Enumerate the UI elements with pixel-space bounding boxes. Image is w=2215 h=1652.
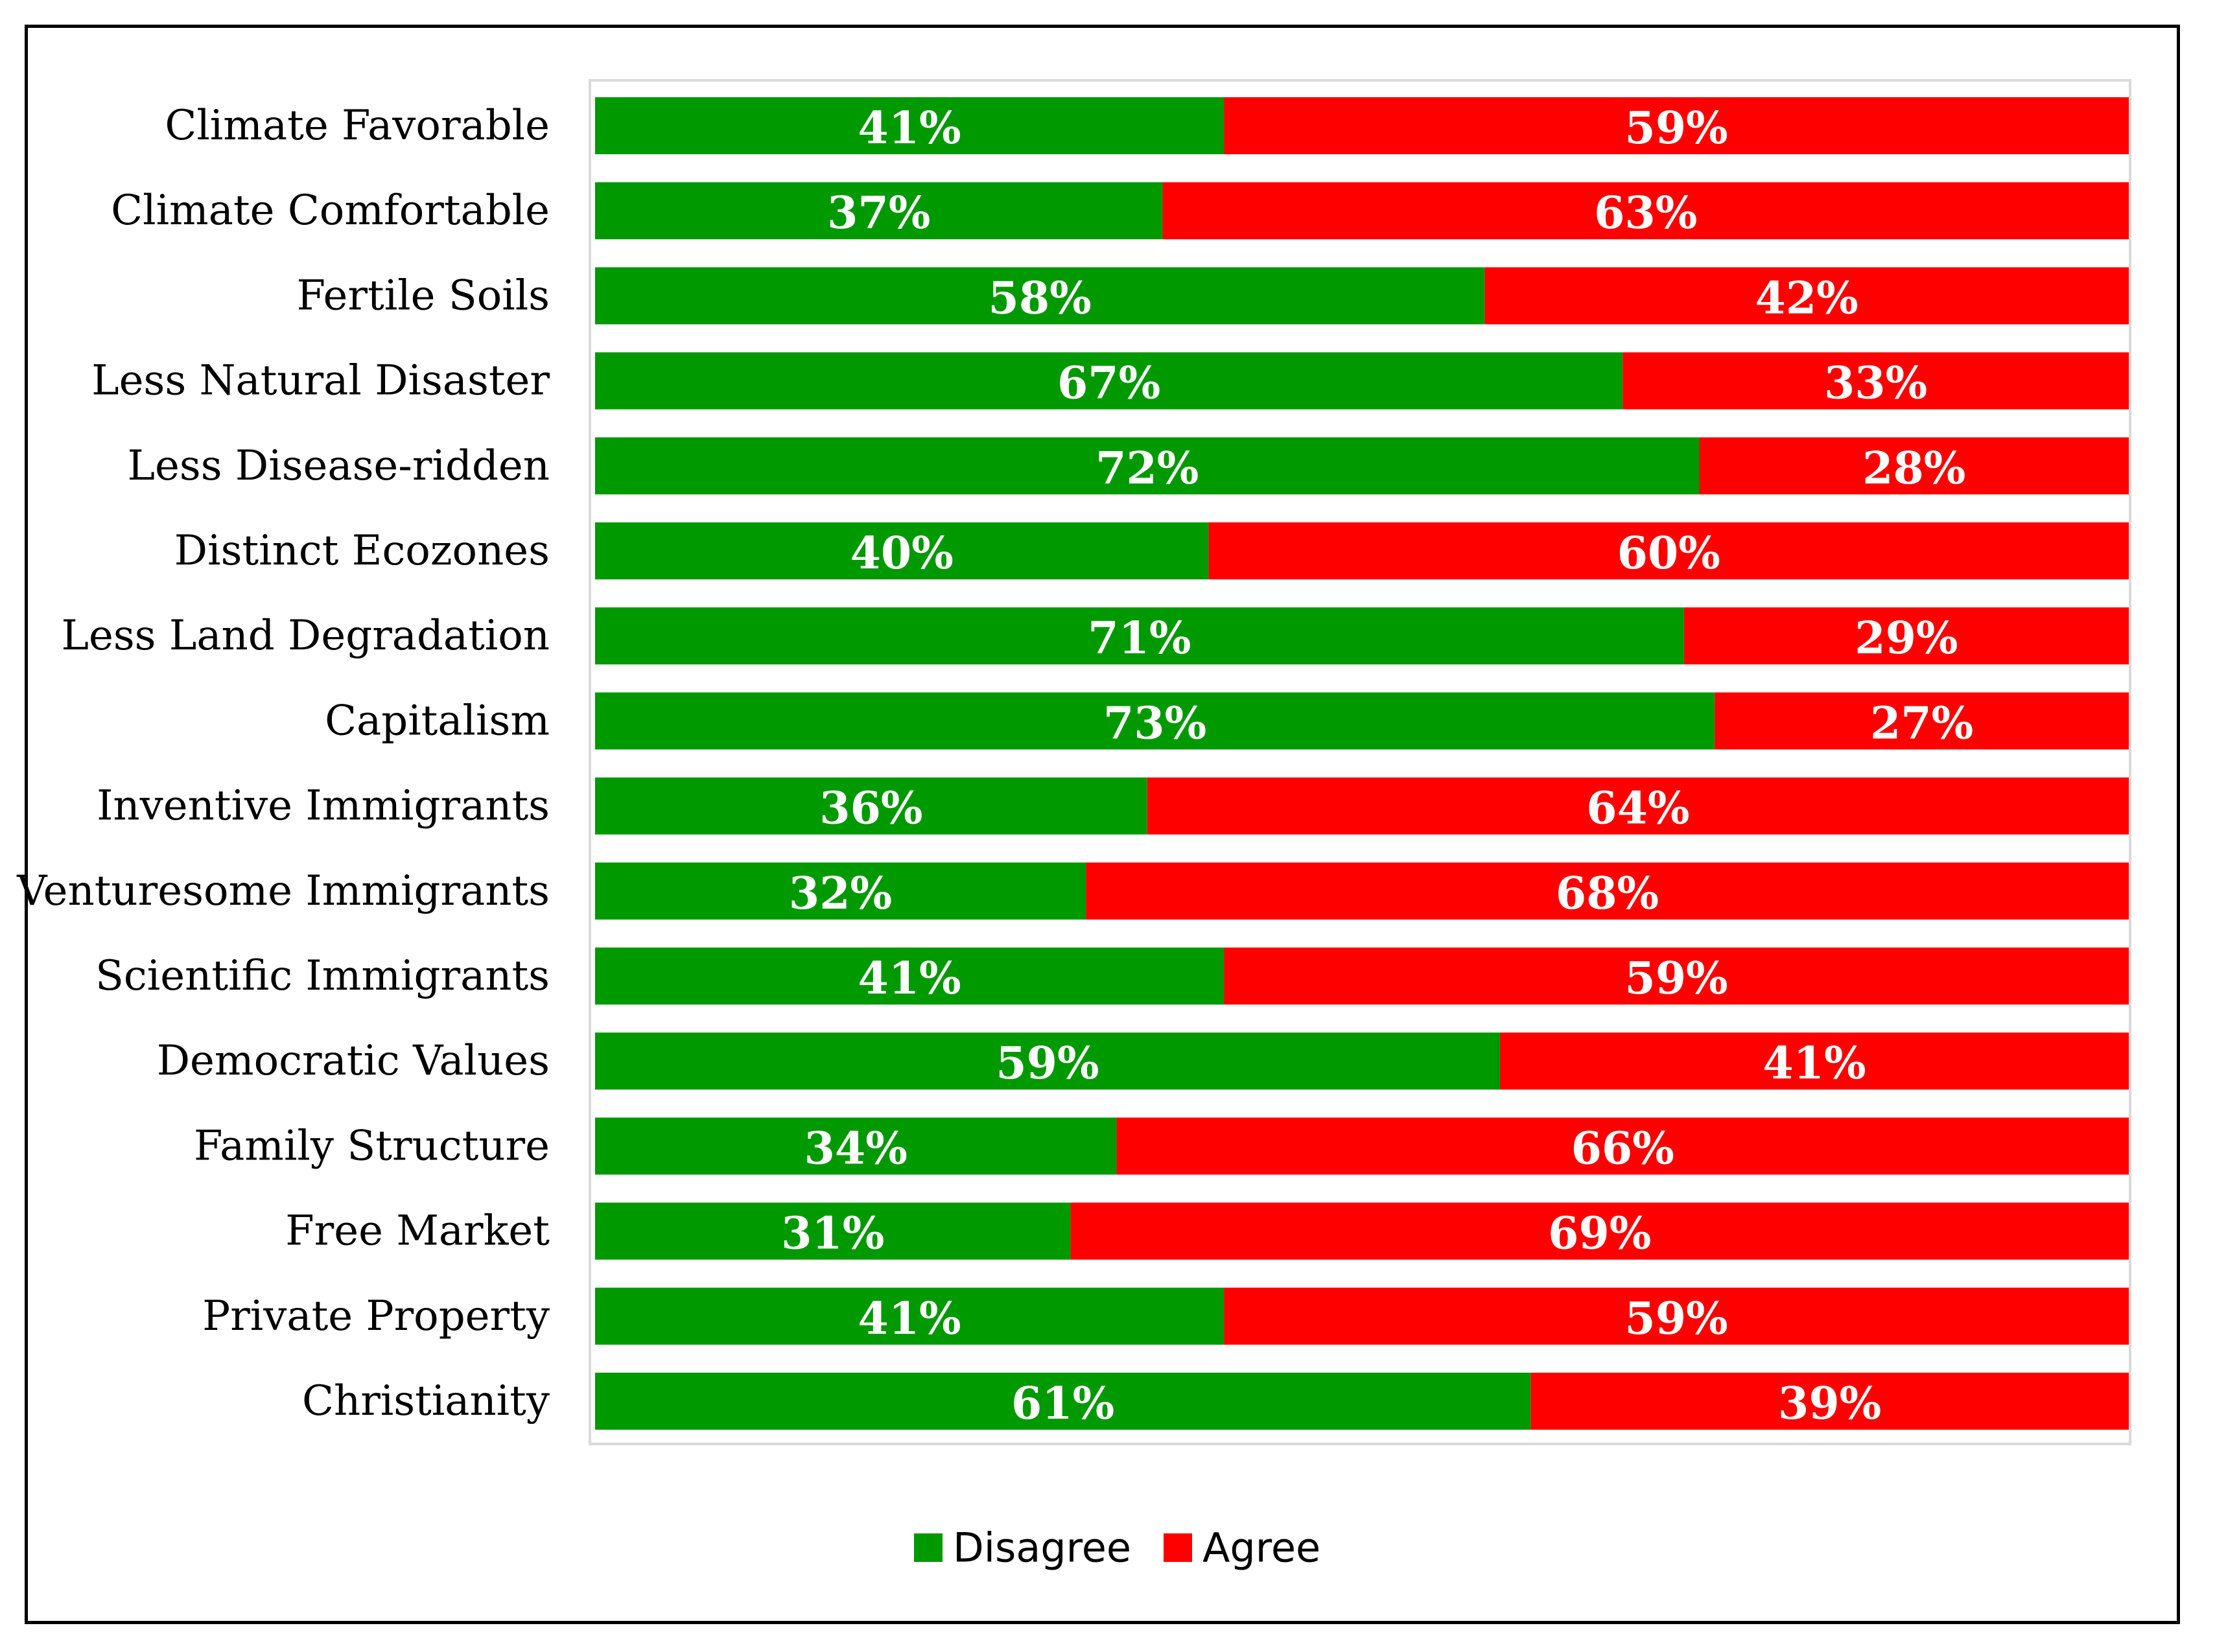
data-label: 72% [1096, 443, 1199, 494]
category-label: Scientific Immigrants [95, 952, 550, 1000]
data-label: 66% [1571, 1123, 1674, 1174]
bar-disagree [595, 692, 1715, 750]
bar-disagree [595, 948, 1225, 1005]
category-labels: Climate Favorable Climate Comfortable Fert… [16, 102, 550, 1425]
data-label: 68% [1556, 868, 1659, 920]
data-label: 59% [1624, 102, 1728, 154]
data-label: 29% [1855, 612, 1958, 664]
legend-swatch-disagree [914, 1533, 943, 1562]
category-label: Christianity [302, 1377, 550, 1425]
data-label: 59% [996, 1038, 1099, 1089]
data-label: 71% [1088, 612, 1191, 664]
bar-agree [1086, 862, 2129, 920]
bar-disagree [595, 437, 1700, 494]
legend-swatch-agree [1164, 1533, 1192, 1562]
data-label: 73% [1103, 697, 1206, 749]
bar-agree [1224, 948, 2129, 1005]
category-label: Distinct Ecozones [174, 527, 550, 575]
bar-agree [1147, 777, 2129, 835]
data-label: 33% [1824, 358, 1927, 410]
category-label: Democratic Values [157, 1037, 550, 1085]
data-label: 37% [827, 187, 930, 239]
bar-agree [1683, 607, 2129, 665]
data-label: 64% [1586, 783, 1689, 835]
bar-agree [1484, 267, 2129, 325]
bar-disagree [595, 267, 1485, 325]
data-label: 36% [819, 783, 922, 835]
bar-disagree [595, 182, 1163, 240]
data-label: 41% [858, 102, 961, 154]
category-label: Private Property [202, 1292, 550, 1340]
data-label: 59% [1624, 1293, 1728, 1345]
category-label: Fertile Soils [297, 272, 550, 320]
category-label: Inventive Immigrants [97, 782, 550, 830]
bar-agree [1070, 1202, 2129, 1260]
bar-agree [1116, 1117, 2129, 1175]
data-label: 41% [858, 1293, 961, 1345]
data-label: 69% [1548, 1208, 1651, 1260]
legend-label-agree: Agree [1202, 1524, 1320, 1572]
legend-label-disagree: Disagree [953, 1524, 1131, 1572]
data-label: 28% [1862, 443, 1965, 494]
bar-agree [1699, 437, 2129, 494]
data-label: 41% [858, 953, 961, 1005]
bar-disagree [595, 352, 1623, 410]
category-label: Family Structure [194, 1122, 550, 1170]
legend: Disagree Agree [914, 1524, 1320, 1572]
data-label: 31% [781, 1208, 884, 1260]
category-label: Venturesome Immigrants [16, 867, 550, 915]
bar-agree [1715, 692, 2129, 750]
bar-disagree [595, 607, 1684, 665]
data-label: 61% [1011, 1378, 1114, 1430]
bar-disagree [595, 1373, 1531, 1430]
bar-agree [1530, 1373, 2129, 1430]
bars-group: 41% 59% 37% 63% 58% 42% 67% 33% 72% 28% 40% 60% 71% 2… [595, 97, 2129, 1430]
bar-disagree [595, 1117, 1117, 1175]
data-label: 40% [850, 528, 954, 579]
data-label: 58% [989, 272, 1092, 324]
category-label: Less Disease-ridden [128, 442, 550, 490]
category-label: Less Natural Disaster [91, 357, 550, 405]
bar-agree [1224, 1287, 2129, 1345]
data-label: 27% [1870, 697, 1973, 749]
category-label: Climate Favorable [165, 102, 550, 150]
bar-disagree [595, 97, 1225, 154]
bar-disagree [595, 777, 1147, 835]
category-label: Free Market [285, 1207, 550, 1255]
data-label: 39% [1778, 1378, 1881, 1430]
bar-disagree [595, 862, 1086, 920]
category-label: Capitalism [325, 697, 550, 745]
category-label: Less Land Degradation [61, 612, 550, 660]
data-label: 34% [804, 1123, 908, 1174]
data-label: 59% [1624, 953, 1728, 1005]
bar-disagree [595, 1032, 1500, 1090]
data-label: 60% [1617, 528, 1720, 579]
data-label: 32% [789, 868, 892, 920]
bar-agree [1208, 522, 2129, 579]
data-label: 41% [1763, 1038, 1866, 1089]
bar-agree [1224, 97, 2129, 154]
category-label: Climate Comfortable [111, 187, 550, 235]
bar-disagree [595, 1287, 1225, 1345]
bar-disagree [595, 1202, 1071, 1260]
data-label: 63% [1594, 187, 1697, 239]
data-label: 67% [1057, 358, 1160, 410]
bar-agree [1623, 352, 2129, 410]
data-label: 42% [1755, 272, 1858, 324]
bar-disagree [595, 522, 1209, 579]
bar-agree [1499, 1032, 2129, 1090]
bar-agree [1162, 182, 2129, 240]
